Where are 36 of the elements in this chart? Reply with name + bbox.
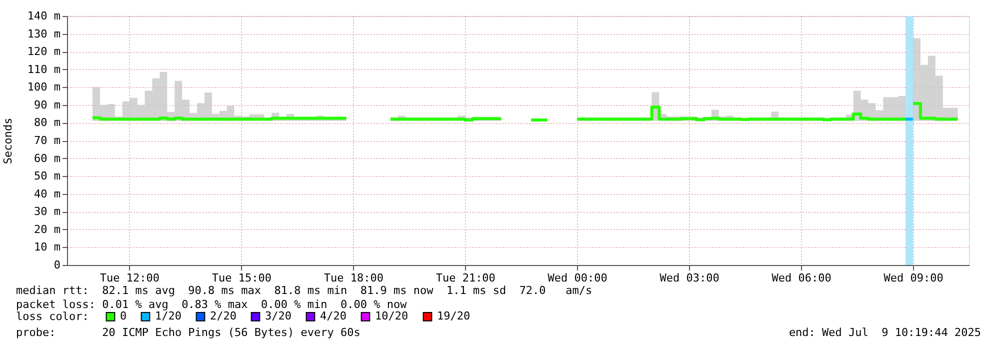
legend-label: 0	[120, 310, 127, 323]
text: probe: 20 ICMP Echo Pings (56 Bytes) every 60s	[16, 326, 360, 339]
y-tick-label: 130 m	[27, 27, 61, 40]
legend-label: 1/20	[155, 310, 182, 323]
x-tick-label: Wed 00:00	[548, 272, 608, 284]
y-tick-label: 0	[54, 258, 60, 272]
y-tick-label: 10 m	[34, 240, 61, 254]
y-tick-label: 60 m	[34, 152, 61, 165]
y-tick-label: 140 m	[27, 10, 61, 22]
y-tick-label: 120 m	[27, 45, 61, 58]
legend-label: 4/20	[320, 310, 346, 323]
y-tick-label: 100 m	[27, 80, 61, 94]
legend-title: loss color:	[16, 310, 89, 323]
text: median rtt: 82.1 ms avg 90.8 ms max 81.8 ms min 81.9 ms now 1.1 ms sd 72.0 am/s	[16, 284, 592, 297]
x-tick-label: Tue 18:00	[324, 272, 384, 284]
x-tick-label: Wed 06:00	[772, 272, 832, 284]
y-tick-label: 30 m	[34, 205, 61, 218]
legend-label: 3/20	[265, 310, 292, 323]
y-axis-title: Seconds	[1, 118, 14, 164]
legend-label: 10/20	[375, 310, 408, 323]
y-tick-label: 40 m	[34, 187, 61, 200]
legend-label: 2/20	[210, 310, 236, 323]
x-tick-label: Wed 09:00	[884, 272, 944, 284]
legend-label: 19/20	[437, 310, 470, 323]
y-tick-label: 110 m	[27, 62, 61, 76]
x-tick-label: Tue 12:00	[100, 272, 160, 284]
y-tick-label: 50 m	[34, 170, 61, 183]
y-tick-label: 90 m	[34, 98, 61, 112]
text: packet loss: 0.01 % avg 0.83 % max 0.00 % min 0.00 % now	[16, 298, 408, 311]
x-tick-label: Wed 03:00	[660, 272, 720, 284]
y-tick-label: 80 m	[34, 116, 61, 130]
y-tick-label: 20 m	[34, 222, 61, 236]
x-tick-label: Tue 21:00	[436, 272, 496, 284]
y-tick-label: 70 m	[34, 134, 61, 147]
text: end: Wed Jul 9 10:19:44 2025	[788, 326, 981, 339]
x-tick-label: Tue 15:00	[212, 272, 272, 284]
